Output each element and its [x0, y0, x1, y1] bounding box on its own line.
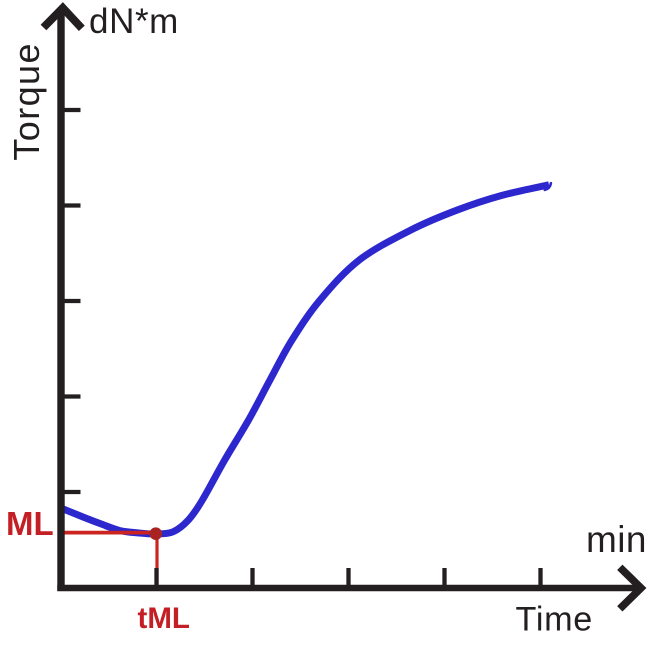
svg-text:Torque: Torque: [6, 42, 47, 160]
svg-text:tML: tML: [138, 602, 190, 635]
svg-text:ML: ML: [6, 505, 54, 542]
svg-text:min: min: [586, 519, 647, 560]
svg-text:dN*m: dN*m: [89, 2, 179, 41]
svg-text:Time: Time: [516, 600, 594, 638]
